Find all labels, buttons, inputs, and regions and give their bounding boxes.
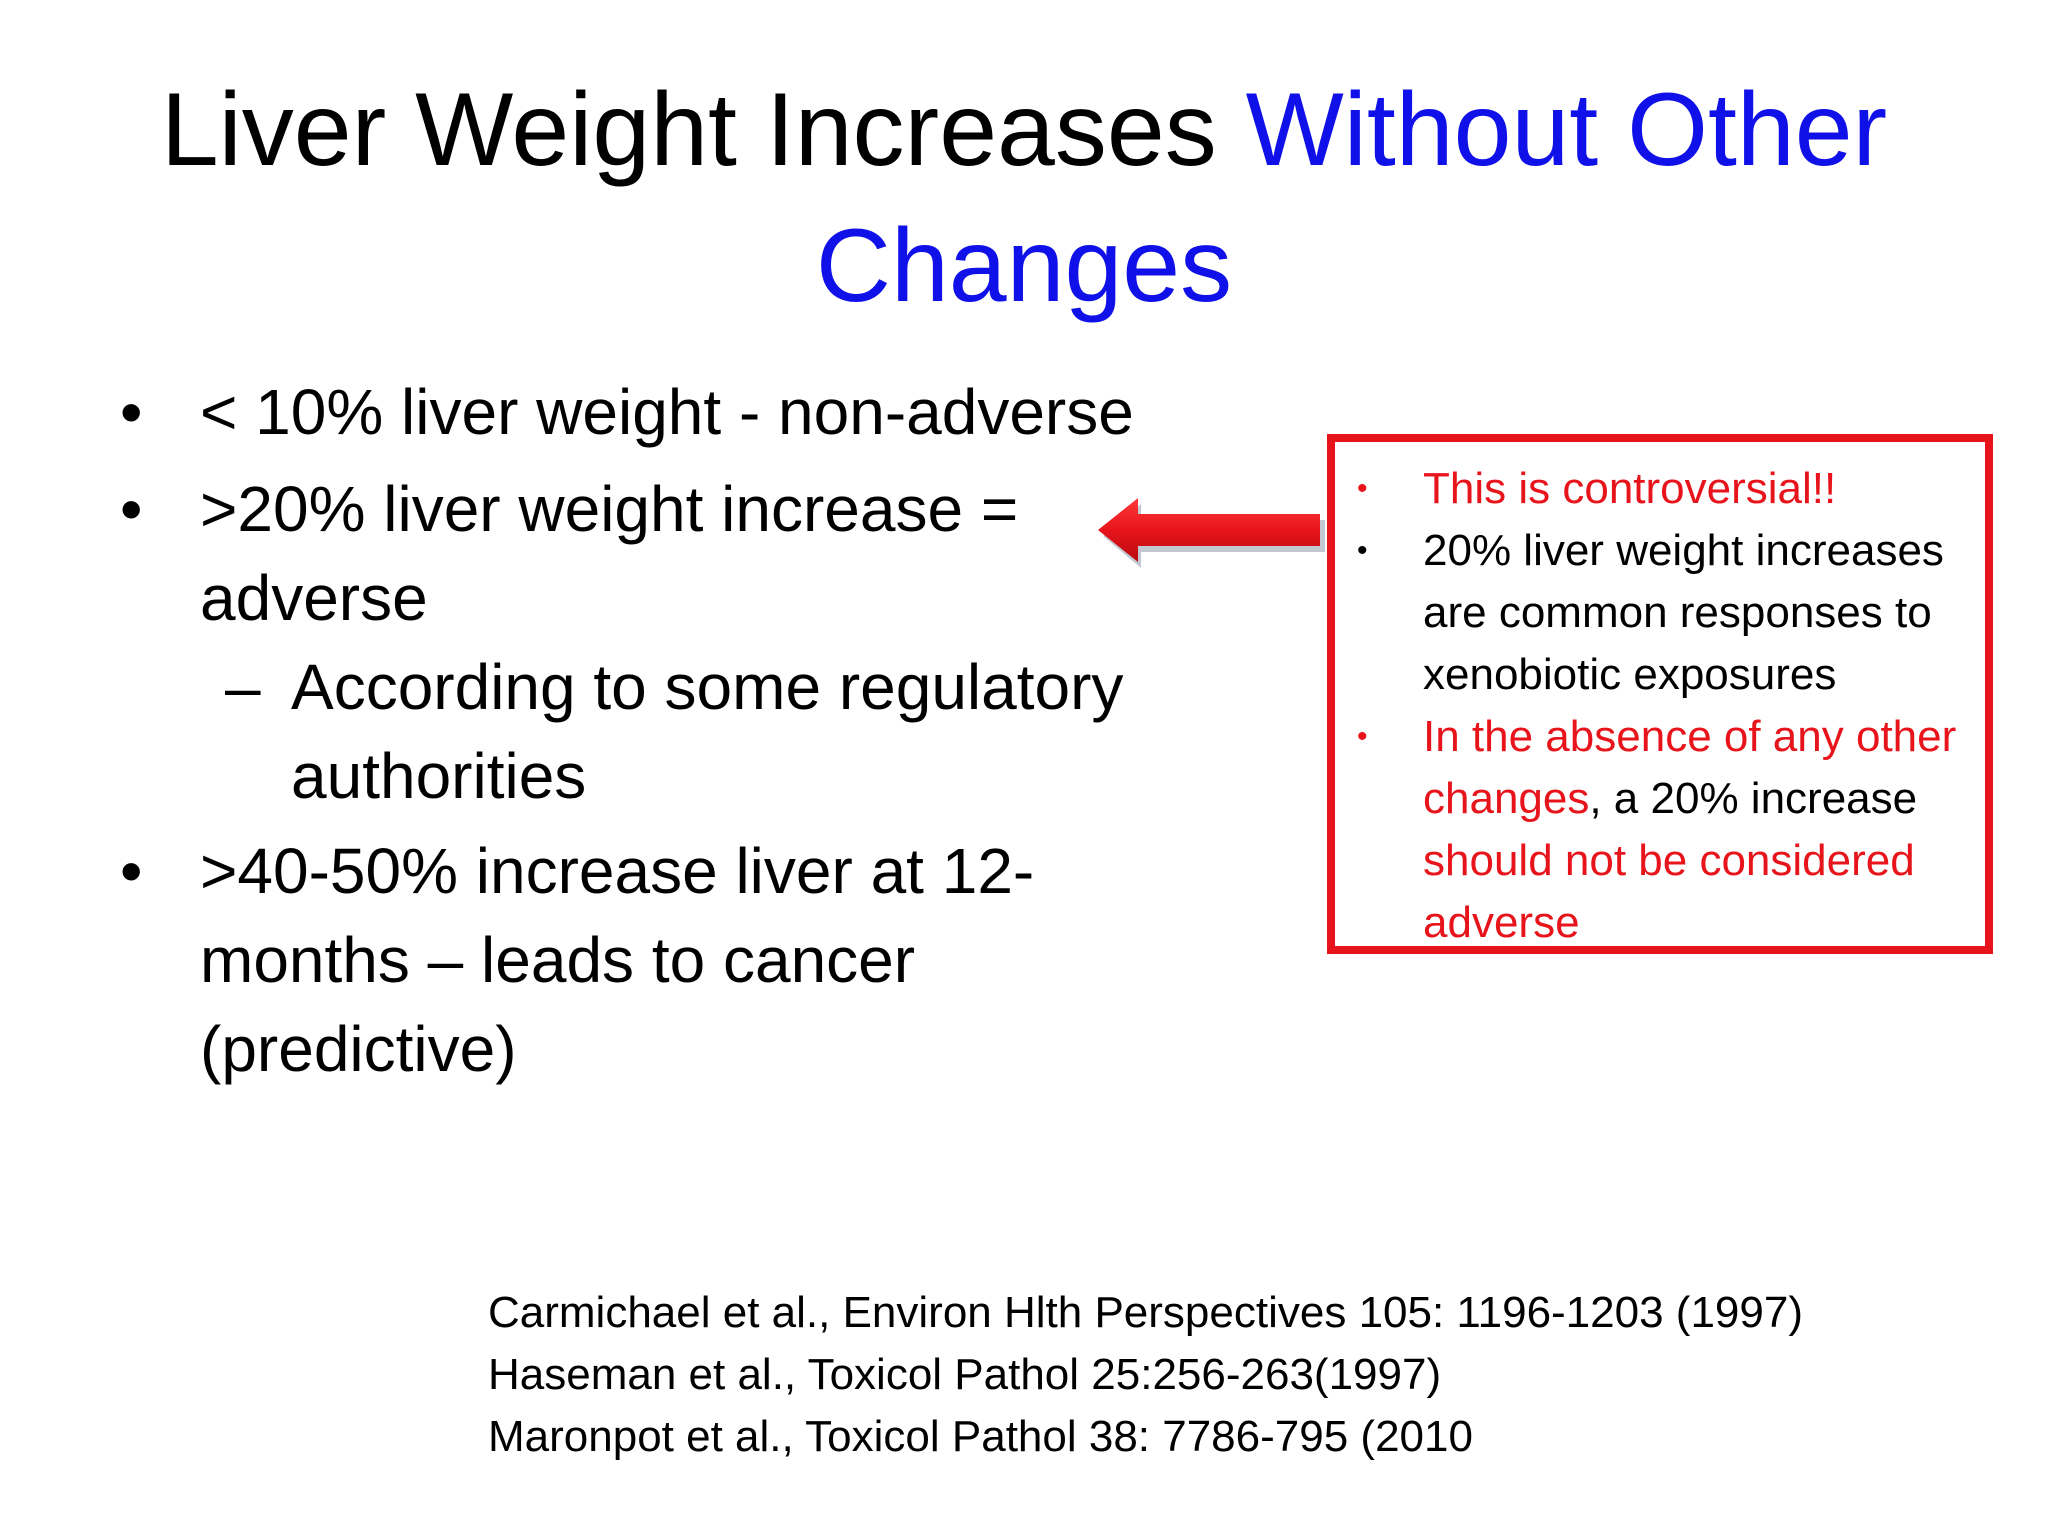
left-arrow-icon [1098,498,1325,568]
bullet-marker: • [120,835,143,907]
callout-item: • 20% liver weight increases are common … [1357,520,1997,706]
callout-list: • This is controversial!! • 20% liver we… [1357,458,1997,954]
reference-line: Haseman et al., Toxicol Pathol 25:256-26… [488,1350,1442,1399]
title-highlight: Without Other [1245,72,1888,188]
sub-bullet-marker: – [225,651,261,723]
callout-item: • In the absence of any other changes, a… [1357,706,1997,954]
sub-bullet-item: – According to some regulatory authoriti… [120,643,1200,821]
main-bullet-list: • < 10% liver weight - non-adverse • >20… [120,368,1200,1094]
sub-bullet-text: According to some regulatory authorities [291,651,1124,812]
callout-text-red: should not be considered adverse [1423,836,1915,947]
title-highlight-2: Changes [815,208,1233,324]
callout-text: 20% liver weight increases are common re… [1423,526,1944,699]
bullet-marker: • [120,376,143,448]
callout-marker: • [1357,720,1368,753]
references: Carmichael et al., Environ Hlth Perspect… [488,1282,1988,1468]
bullet-item: • >40-50% increase liver at 12-months – … [120,827,1200,1094]
callout-text-red: In the absence of any other changes [1423,712,1957,823]
callout-box: • This is controversial!! • 20% liver we… [1327,434,1993,954]
reference-line: Maronpot et al., Toxicol Pathol 38: 7786… [488,1412,1473,1461]
bullet-text: >40-50% increase liver at 12-months – le… [200,835,1035,1085]
callout-text-black: , a 20% increase [1589,774,1918,823]
bullet-marker: • [120,473,143,545]
bullet-text: < 10% liver weight - non-adverse [200,376,1134,448]
slide-title: Liver Weight Increases Without Other Chan… [100,62,1948,334]
reference-line: Carmichael et al., Environ Hlth Perspect… [488,1288,1803,1337]
title-part-1: Liver Weight Increases [160,72,1246,188]
callout-item: • This is controversial!! [1357,458,1997,520]
callout-marker: • [1357,534,1368,567]
callout-text: This is controversial!! [1423,464,1837,513]
bullet-item: • >20% liver weight increase = adverse [120,465,1200,643]
callout-marker: • [1357,472,1368,505]
bullet-text: >20% liver weight increase = adverse [200,473,1019,634]
bullet-item: • < 10% liver weight - non-adverse [120,368,1200,457]
